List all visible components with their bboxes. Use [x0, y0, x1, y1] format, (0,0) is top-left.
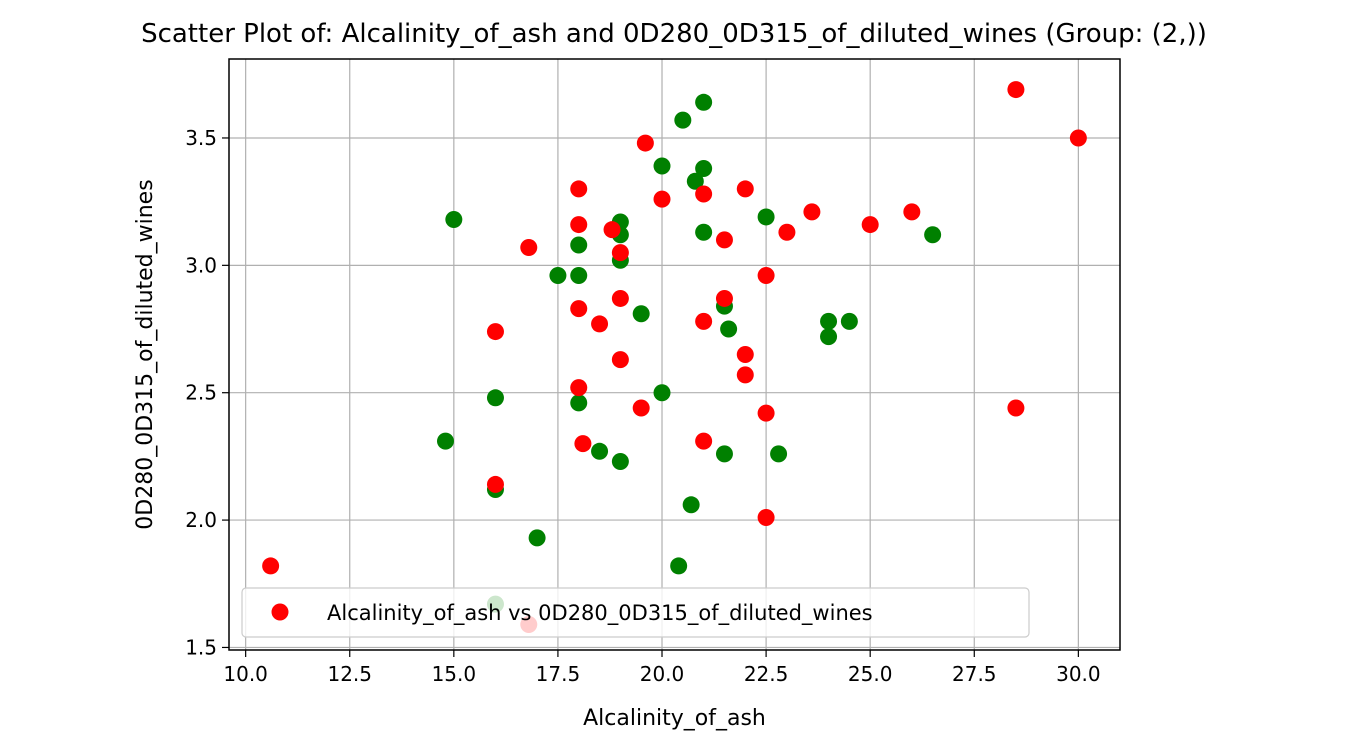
data-point [611, 351, 629, 369]
data-point [528, 529, 546, 547]
legend-box [241, 587, 1030, 638]
data-point [715, 231, 733, 249]
data-point [445, 210, 463, 228]
data-point [670, 557, 688, 575]
data-point [820, 312, 838, 330]
data-point [520, 239, 538, 257]
legend-label: Alcalinity_of_ash vs 0D280_0D315_of_dilu… [327, 601, 873, 626]
data-point [757, 208, 775, 226]
data-point [603, 221, 621, 239]
data-point [1007, 399, 1025, 417]
data-point [574, 435, 592, 453]
data-point [903, 203, 921, 221]
x-tick-label: 15.0 [432, 662, 477, 686]
data-point [570, 180, 588, 198]
data-point [695, 432, 713, 450]
data-point [549, 267, 567, 285]
data-point [636, 134, 654, 152]
data-point [653, 190, 671, 208]
data-point [653, 384, 671, 402]
axis-ticks: 10.0 12.5 15.0 17.5 20.0 22.5 25.0 27.5 30.0 1.5 2… [185, 126, 1100, 686]
data-point [611, 244, 629, 262]
data-point [757, 509, 775, 527]
x-tick-label: 20.0 [640, 662, 685, 686]
data-point [611, 452, 629, 470]
y-tick-label: 2.5 [185, 381, 217, 405]
data-point [570, 216, 588, 234]
data-point [682, 496, 700, 514]
y-tick-label: 1.5 [185, 635, 217, 659]
data-point [695, 160, 713, 178]
legend: Alcalinity_of_ash vs 0D280_0D315_of_dilu… [241, 587, 1030, 638]
data-point [591, 442, 609, 460]
data-point [591, 315, 609, 333]
data-point [720, 320, 738, 338]
data-point [611, 289, 629, 307]
data-point [632, 305, 650, 323]
data-point [570, 394, 588, 412]
data-point [486, 475, 504, 493]
y-tick-label: 3.0 [185, 253, 217, 277]
data-point [262, 557, 280, 575]
data-point [778, 223, 796, 241]
data-point [437, 432, 455, 450]
data-point [736, 180, 754, 198]
data-point [803, 203, 821, 221]
y-tick-label: 2.0 [185, 508, 217, 532]
data-point [1069, 129, 1087, 147]
data-point [736, 346, 754, 363]
grid-lines [229, 59, 1120, 650]
x-tick-label: 17.5 [536, 662, 581, 686]
data-point [715, 289, 733, 307]
data-point [840, 312, 858, 330]
data-point [695, 223, 713, 241]
data-point [570, 379, 588, 397]
x-tick-label: 25.0 [848, 662, 893, 686]
data-point [1007, 81, 1025, 99]
y-axis-label: 0D280_0D315_of_diluted_wines [133, 179, 158, 529]
data-point [695, 185, 713, 203]
x-tick-label: 10.0 [223, 662, 268, 686]
x-axis-label: Alcalinity_of_ash [583, 706, 766, 731]
y-tick-label: 3.5 [185, 126, 217, 150]
chart-title: Scatter Plot of: Alcalinity_of_ash and 0… [141, 19, 1207, 49]
legend-marker [271, 603, 289, 621]
data-point [674, 111, 692, 129]
data-point [695, 93, 713, 111]
data-point [757, 404, 775, 422]
data-point [570, 267, 588, 285]
data-point [695, 312, 713, 330]
data-point [757, 267, 775, 285]
data-point [632, 399, 650, 417]
plot-frame [228, 58, 1121, 651]
data-point [570, 300, 588, 318]
x-tick-label: 22.5 [744, 662, 789, 686]
data-point [486, 389, 504, 407]
data-point [570, 236, 588, 254]
data-point [686, 172, 704, 190]
x-tick-label: 27.5 [952, 662, 997, 686]
x-tick-label: 30.0 [1056, 662, 1101, 686]
data-points [262, 81, 1087, 634]
data-point [715, 445, 733, 463]
data-point [924, 226, 942, 244]
data-point [770, 445, 788, 463]
data-point [820, 328, 838, 346]
x-tick-label: 12.5 [327, 662, 372, 686]
data-point [736, 366, 754, 384]
data-point [486, 323, 504, 341]
data-point [861, 216, 879, 234]
data-point [653, 157, 671, 175]
